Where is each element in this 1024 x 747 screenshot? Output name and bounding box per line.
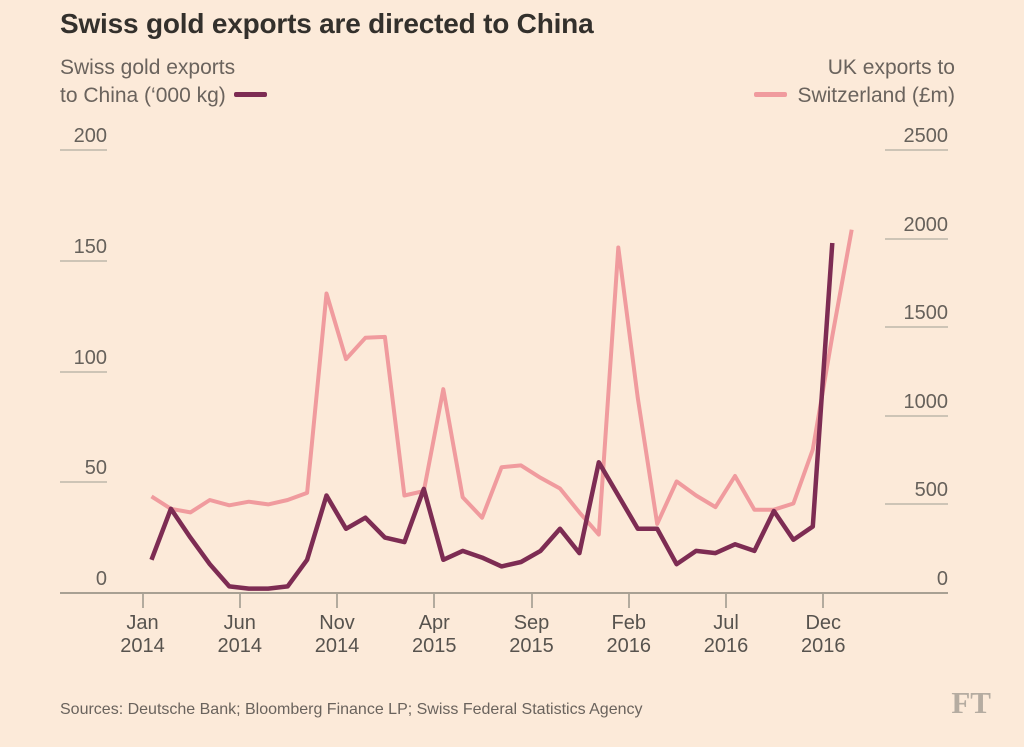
- x-label-month: Jan: [126, 612, 159, 634]
- x-axis-tick-Jun-2014: [238, 594, 241, 608]
- left-axis-tick-50: [60, 481, 107, 484]
- x-axis-label-Sep-2015: Sep 2015: [487, 612, 577, 658]
- left-axis-label-200: 200: [73, 125, 107, 147]
- right-axis-tick-1500: [885, 326, 948, 329]
- left-axis-label-50: 50: [84, 457, 107, 480]
- left-axis-tick-200: [60, 149, 107, 151]
- x-axis-label-Apr-2015: Apr 2015: [389, 612, 479, 658]
- chart-title: Swiss gold exports are directed to China: [60, 8, 594, 39]
- right-axis-tick-2500: [885, 149, 948, 151]
- x-axis-tick-Jul-2016: [725, 594, 727, 608]
- right-axis-tick-1000: [885, 414, 948, 417]
- x-axis-label-Jan-2014: Jan 2014: [98, 612, 188, 658]
- left-axis-label-0: 0: [95, 568, 107, 590]
- x-axis-tick-Apr-2015: [433, 594, 436, 608]
- right-axis-label-2500: 2500: [903, 125, 949, 147]
- legend-china: Swiss gold exports to China (‘000 kg): [60, 54, 390, 110]
- legend-china-line2: to China (‘000 kg): [60, 84, 226, 107]
- right-axis-tick-500: [885, 503, 948, 506]
- x-label-month: Feb: [611, 612, 646, 634]
- right-axis-label-500: 500: [914, 479, 948, 502]
- x-label-month: Nov: [319, 612, 355, 634]
- x-axis-label-Jun-2014: Jun 2014: [195, 612, 285, 658]
- left-axis-tick-150: [60, 259, 107, 262]
- x-axis-label-Dec-2016: Dec 2016: [778, 612, 868, 658]
- x-label-year: 2015: [509, 635, 554, 657]
- right-axis-tick-2000: [885, 237, 948, 240]
- left-axis-label-150: 150: [73, 235, 107, 258]
- left-axis-label-100: 100: [73, 346, 107, 369]
- x-label-year: 2014: [217, 635, 263, 657]
- right-axis-label-2000: 2000: [903, 213, 949, 236]
- uk-exports-line: [150, 229, 854, 537]
- source-note: Sources: Deutsche Bank; Bloomberg Financ…: [60, 701, 643, 718]
- x-label-year: 2014: [120, 635, 165, 657]
- x-axis-label-Feb-2016: Feb 2016: [584, 612, 674, 658]
- x-label-month: Apr: [418, 612, 450, 634]
- x-axis-tick-Jan-2014: [141, 594, 144, 608]
- x-label-month: Jul: [713, 612, 739, 634]
- x-axis-baseline: [60, 592, 948, 594]
- uk-line-swatch: [754, 92, 788, 98]
- right-axis-label-1000: 1000: [903, 390, 949, 413]
- x-label-year: 2016: [801, 635, 846, 657]
- left-axis-tick-100: [60, 370, 107, 373]
- x-axis-tick-Sep-2015: [530, 594, 533, 608]
- x-label-year: 2015: [412, 635, 457, 657]
- right-axis-label-1500: 1500: [903, 302, 949, 325]
- china-line-swatch: [233, 92, 267, 98]
- right-axis-label-0: 0: [936, 568, 948, 590]
- legend-uk-line2: Switzerland (£m): [797, 84, 955, 107]
- x-label-year: 2016: [703, 635, 749, 657]
- legend-uk-line1: UK exports to: [827, 56, 955, 79]
- x-axis-tick-Dec-2016: [822, 594, 825, 608]
- x-label-month: Sep: [513, 612, 550, 634]
- x-axis-label-Jul-2016: Jul 2016: [681, 612, 771, 658]
- x-label-month: Dec: [805, 612, 842, 634]
- x-axis-tick-Nov-2014: [336, 594, 338, 608]
- x-axis-label-Nov-2014: Nov 2014: [292, 612, 382, 658]
- china-exports-line: [149, 242, 835, 591]
- x-label-year: 2014: [314, 635, 360, 657]
- legend-china-line1: Swiss gold exports: [60, 56, 236, 79]
- legend-uk: UK exports to Switzerland (£m): [625, 54, 955, 110]
- ft-logo: FT: [951, 685, 991, 720]
- x-axis-tick-Feb-2016: [627, 594, 630, 608]
- x-label-year: 2016: [606, 635, 652, 657]
- x-label-month: Jun: [223, 612, 256, 634]
